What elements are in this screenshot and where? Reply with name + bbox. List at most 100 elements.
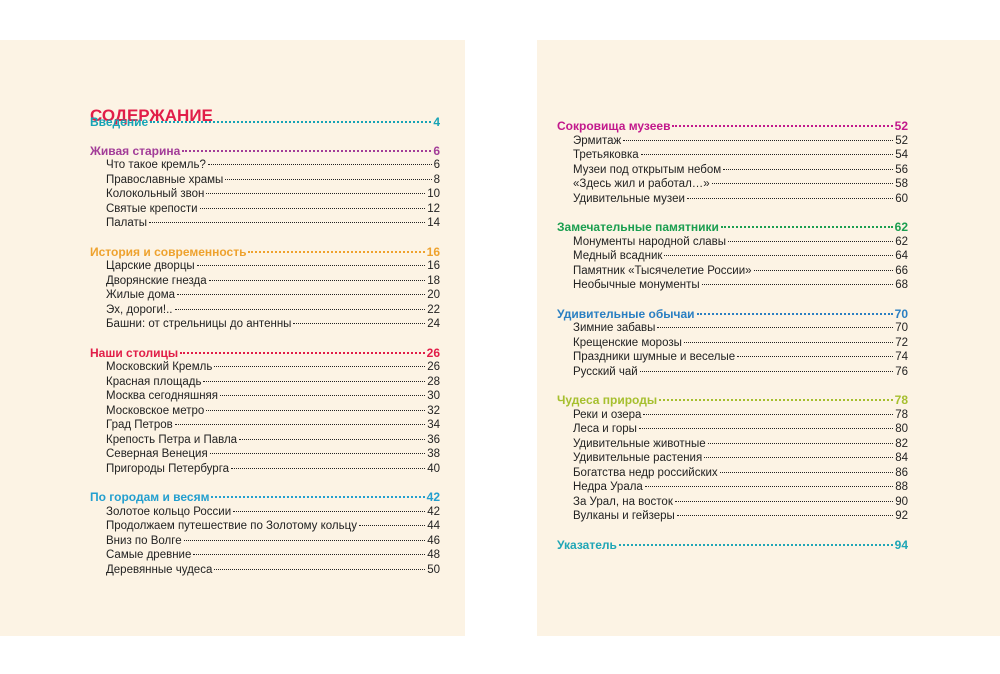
toc-item-title: Вулканы и гейзеры <box>573 510 675 522</box>
toc-item: Москва сегодняшняя 30 <box>90 389 440 404</box>
toc-item-page: 60 <box>895 192 908 205</box>
toc-item-title: Третьяковка <box>573 149 639 161</box>
toc-item: Недра Урала 88 <box>557 480 908 495</box>
toc-item-title: Московское метро <box>106 404 205 417</box>
dot-leader <box>193 554 426 555</box>
toc-item: Праздники шумные и веселые 74 <box>557 350 908 365</box>
dot-leader <box>638 428 894 429</box>
toc-item: Московский Кремль 26 <box>90 360 440 375</box>
dot-leader <box>174 308 426 310</box>
dot-leader <box>358 525 426 526</box>
toc-item-title: Удивительные растения <box>573 452 703 464</box>
toc-item: Крепость Петра и Павла 36 <box>90 433 440 448</box>
toc-item-title: Крещенские морозы <box>573 336 682 349</box>
dot-leader <box>199 207 426 209</box>
dot-leader <box>174 424 426 425</box>
toc-section: Чудеса природы 78 Реки и озера 78 Леса и гор… <box>557 393 908 524</box>
section-heading-page: 4 <box>433 115 440 129</box>
toc-item-page: 74 <box>895 351 908 363</box>
dot-leader <box>672 125 893 127</box>
section-heading-page: 42 <box>426 490 440 504</box>
dot-leader <box>737 356 894 357</box>
section-heading: Удивительные обычаи 70 <box>557 307 908 322</box>
dot-leader <box>182 149 432 152</box>
toc-item-title: Царские дворцы <box>106 260 195 272</box>
toc-item: Эх, дороги!.. 22 <box>90 303 440 318</box>
toc-item-page: 72 <box>895 336 908 349</box>
toc-item-title: Колокольный звон <box>106 188 205 200</box>
section-heading: По городам и весям 42 <box>90 490 440 505</box>
toc-item: Самые древние 48 <box>90 548 440 563</box>
toc-item-page: 90 <box>895 495 908 508</box>
dot-leader <box>711 183 894 184</box>
section-heading-title: По городам и весям <box>90 490 210 504</box>
dot-leader <box>639 370 894 372</box>
toc-item-page: 86 <box>895 466 908 479</box>
toc-item: Башни: от стрельницы до антенны 24 <box>90 317 440 332</box>
toc-item: Святые крепости 12 <box>90 202 440 217</box>
dot-leader <box>640 154 894 155</box>
section-heading-title: Чудеса природы <box>557 393 658 407</box>
toc-item-title: Пригороды Петербурга <box>106 462 230 475</box>
toc-item-page: 40 <box>427 462 440 475</box>
toc-item-page: 82 <box>895 437 908 450</box>
toc-item: Жилые дома 20 <box>90 288 440 303</box>
toc-item: Богатства недр российских 86 <box>557 466 908 481</box>
toc-item-title: Московский Кремль <box>106 361 213 373</box>
toc-item-title: Праздники шумные и веселые <box>573 351 736 363</box>
dot-leader <box>753 269 894 271</box>
toc-section: Введение 4 <box>90 115 440 130</box>
toc-item: Русский чай 76 <box>557 365 908 380</box>
toc-item-page: 24 <box>427 318 440 330</box>
toc-item-title: Зимние забавы <box>573 322 656 334</box>
dot-leader <box>220 395 426 396</box>
toc-item-page: 28 <box>427 375 440 388</box>
toc-item-title: Самые древние <box>106 549 192 561</box>
section-heading-page: 26 <box>426 345 440 360</box>
toc-item-title: Эрмитаж <box>573 134 622 147</box>
toc-item-title: Памятник «Тысячелетие России» <box>573 264 752 277</box>
toc-item-page: 22 <box>427 303 440 316</box>
toc-item-title: Удивительные музеи <box>573 192 685 205</box>
toc-item-page: 32 <box>427 404 440 417</box>
toc-item-page: 38 <box>427 448 440 460</box>
section-heading-title: История и современность <box>90 244 247 259</box>
toc-item-title: Жилые дома <box>106 289 176 301</box>
dot-leader <box>720 226 893 228</box>
toc-item-title: Богатства недр российских <box>573 466 718 479</box>
toc-item-title: Дворянские гнезда <box>106 274 207 287</box>
toc-item: Третьяковка 54 <box>557 148 908 163</box>
toc-item-page: 54 <box>895 149 908 161</box>
toc-item-page: 50 <box>427 563 440 576</box>
toc-item-page: 8 <box>433 173 440 186</box>
dot-leader <box>686 197 894 199</box>
toc-item-title: Северная Венеция <box>106 448 208 460</box>
dot-leader <box>150 121 432 123</box>
dot-leader <box>214 366 426 367</box>
toc-item-title: За Урал, на восток <box>573 495 673 508</box>
toc-item: Удивительные животные 82 <box>557 437 908 452</box>
section-heading-title: Удивительные обычаи <box>557 306 695 321</box>
dot-leader <box>233 510 426 512</box>
toc-section: История и современность 16 Царские дворцы 1… <box>90 245 440 332</box>
section-heading-page: 94 <box>894 537 908 552</box>
section-heading-page: 52 <box>894 119 908 133</box>
toc-item-title: Медный всадник <box>573 250 663 262</box>
toc-section: Живая старина 6 Что такое кремль? 6 Правосла… <box>90 144 440 231</box>
section-heading: Сокровища музеев 52 <box>557 119 908 134</box>
toc-item-page: 78 <box>895 408 908 421</box>
dot-leader <box>707 442 894 444</box>
dot-leader <box>696 312 893 315</box>
section-heading: Живая старина 6 <box>90 144 440 159</box>
toc-item-page: 14 <box>427 217 440 229</box>
toc-item-page: 12 <box>427 202 440 215</box>
section-heading-title: Наши столицы <box>90 345 179 360</box>
toc-section: Наши столицы 26 Московский Кремль 26 Красная… <box>90 346 440 477</box>
toc-item-title: Православные храмы <box>106 173 224 186</box>
dot-leader <box>214 568 426 570</box>
section-heading-title: Введение <box>90 115 149 129</box>
left-page: СОДЕРЖАНИЕ <box>0 40 465 636</box>
dot-leader <box>674 500 894 502</box>
dot-leader <box>643 413 894 415</box>
